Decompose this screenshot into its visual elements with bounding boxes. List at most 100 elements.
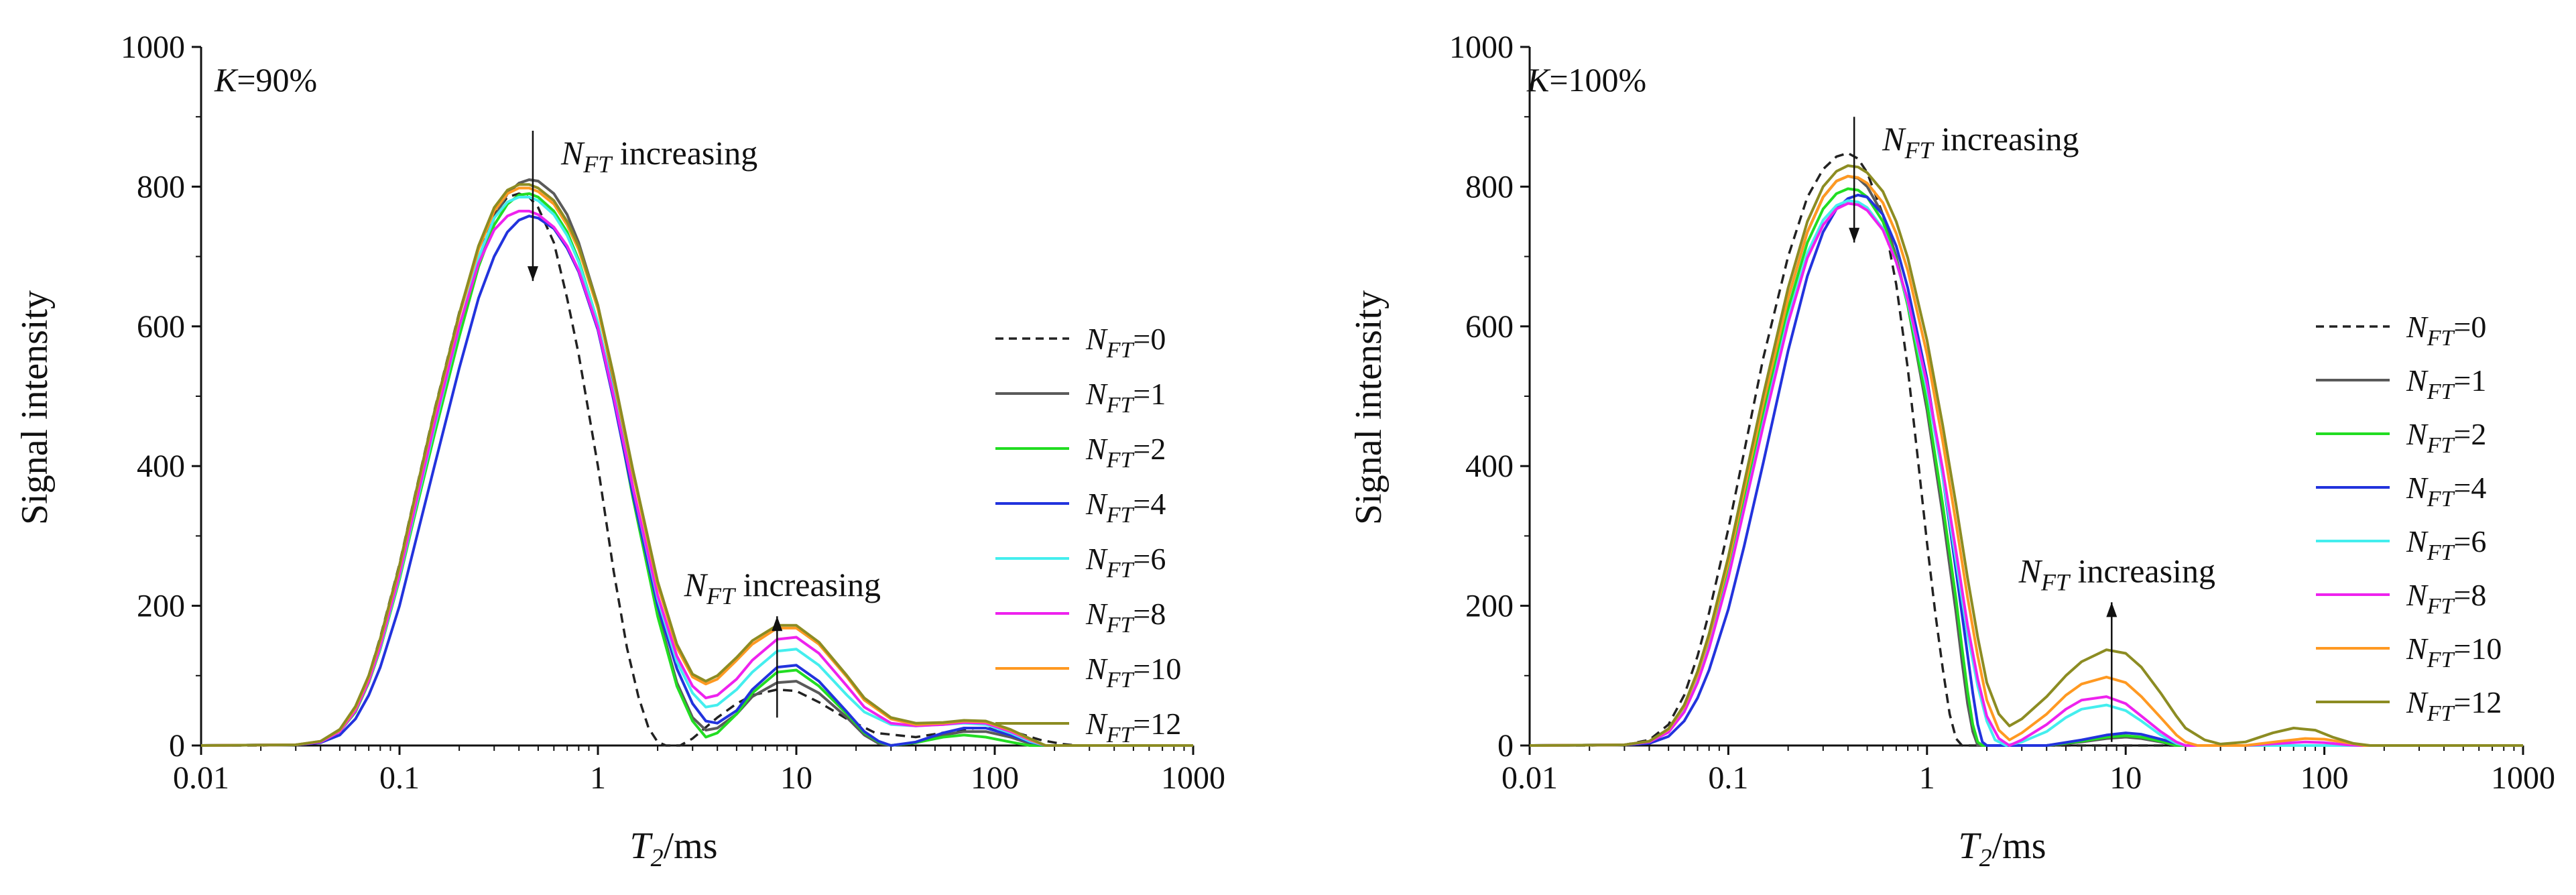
legend-label-italic: N xyxy=(1085,542,1108,576)
legend-label-6: NFT=10 xyxy=(2406,632,2502,672)
legend-label-italic: N xyxy=(2406,310,2429,344)
legend-label-italic: N xyxy=(2406,632,2429,666)
legend-label-italic: N xyxy=(2406,685,2429,719)
legend-label-sub: FT xyxy=(2427,326,2455,351)
series-line-4 xyxy=(1529,199,2523,747)
legend-label-italic: N xyxy=(2406,524,2429,558)
legend-label-sub: FT xyxy=(2427,594,2455,619)
y-tick-label: 800 xyxy=(1465,169,1514,204)
legend-label-rest: =6 xyxy=(2453,524,2486,558)
series-line-3 xyxy=(200,215,1193,747)
legend-label-rest: =0 xyxy=(2453,310,2486,344)
legend-label-italic: N xyxy=(1085,597,1108,631)
legend-label-italic: N xyxy=(2406,363,2429,398)
legend-label-0: NFT=0 xyxy=(1085,322,1166,363)
legend-label-2: NFT=2 xyxy=(1085,432,1166,473)
legend-label-rest: =1 xyxy=(1133,377,1166,411)
x-axis-label-rest: /ms xyxy=(664,825,718,867)
annotation-text-italic: N xyxy=(1882,120,1906,158)
x-axis-label-sub: 2 xyxy=(651,844,664,872)
panel-label: K=90% xyxy=(214,61,317,99)
annotation-text-sub: FT xyxy=(582,151,613,178)
legend-label-3: NFT=4 xyxy=(1085,487,1166,528)
annotation-text: NFT increasing xyxy=(684,566,881,609)
legend-label-italic: N xyxy=(1085,707,1108,741)
panel-label-rest: =90% xyxy=(237,61,317,99)
x-tick-label: 100 xyxy=(971,760,1019,796)
y-tick-label: 800 xyxy=(137,169,185,204)
annotation-text-sub: FT xyxy=(706,583,737,609)
legend-label-rest: =10 xyxy=(1133,652,1181,686)
annotation-arrow-head xyxy=(1849,227,1860,243)
legend-label-sub: FT xyxy=(2427,540,2455,565)
legend-label-rest: =10 xyxy=(2453,632,2502,666)
legend-label-sub: FT xyxy=(1106,503,1135,528)
legend-label-italic: N xyxy=(1085,322,1108,356)
x-tick-label: 10 xyxy=(2109,760,2142,796)
y-tick-label: 200 xyxy=(1465,589,1514,624)
legend-label-sub: FT xyxy=(1106,448,1135,473)
panel-label-rest: =100% xyxy=(1549,61,1646,99)
x-tick-label: 1000 xyxy=(1161,760,1225,796)
y-tick-label: 0 xyxy=(1497,728,1514,764)
x-tick-label: 0.1 xyxy=(379,760,420,796)
legend-label-sub: FT xyxy=(1106,338,1135,363)
legend-label-sub: FT xyxy=(2427,648,2455,672)
y-axis-label: Signal intensity xyxy=(1348,290,1390,525)
legend-label-rest: =6 xyxy=(1133,542,1166,576)
series-line-3 xyxy=(1529,193,2523,747)
annotation-text-sub: FT xyxy=(1904,137,1935,164)
y-tick-label: 1000 xyxy=(121,29,185,65)
series-line-7 xyxy=(1529,164,2523,747)
y-tick-label: 600 xyxy=(1465,309,1514,345)
annotation-text-rest: increasing xyxy=(1933,120,2079,158)
legend-label-7: NFT=12 xyxy=(1085,707,1181,748)
legend-label-rest: =4 xyxy=(1133,487,1166,521)
legend-label-rest: =12 xyxy=(1133,707,1181,741)
legend-label-rest: =1 xyxy=(2453,363,2486,398)
x-axis-label-main: T xyxy=(629,825,653,867)
legend-label-sub: FT xyxy=(1106,668,1135,693)
legend-label-sub: FT xyxy=(2427,379,2455,404)
annotation-text-sub: FT xyxy=(2040,569,2071,595)
legend-label-rest: =2 xyxy=(2453,417,2486,451)
x-axis-label-main: T xyxy=(1958,825,1981,867)
annotation-arrow-head xyxy=(772,616,783,632)
legend-label-5: NFT=8 xyxy=(2406,578,2486,619)
panel-label-italic: K xyxy=(214,61,239,99)
x-tick-label: 1 xyxy=(1919,760,1935,796)
annotation-text-rest: increasing xyxy=(2069,552,2215,589)
annotation-text: NFT increasing xyxy=(2018,552,2215,595)
y-tick-label: 200 xyxy=(137,589,185,624)
legend-label-sub: FT xyxy=(1106,613,1135,638)
series-line-0 xyxy=(1530,152,2523,747)
y-tick-label: 400 xyxy=(137,449,185,484)
legend-label-3: NFT=4 xyxy=(2406,471,2486,512)
panel-k100: Signal intensity T2/ms K=100% 0 200 400 600… xyxy=(1348,29,2555,872)
y-tick-label: 1000 xyxy=(1449,29,1514,65)
legend-label-sub: FT xyxy=(2427,487,2455,512)
annotation-arrow-head xyxy=(2106,602,2118,617)
series-line-5 xyxy=(200,209,1193,747)
legend-label-6: NFT=10 xyxy=(1085,652,1181,693)
x-axis-label: T2/ms xyxy=(629,825,717,872)
legend-label-sub: FT xyxy=(1106,723,1135,748)
legend-label-7: NFT=12 xyxy=(2406,685,2502,726)
series-line-5 xyxy=(1529,202,2523,747)
x-axis-label: T2/ms xyxy=(1958,825,2046,872)
legend-label-1: NFT=1 xyxy=(2406,363,2486,404)
annotation-text-rest: increasing xyxy=(735,566,881,603)
x-tick-label: 0.01 xyxy=(173,760,229,796)
legend-label-rest: =4 xyxy=(2453,471,2486,505)
annotation-arrow-head xyxy=(527,266,538,282)
legend-label-italic: N xyxy=(1085,487,1108,521)
legend-label-rest: =12 xyxy=(2453,685,2502,719)
x-tick-label: 1000 xyxy=(2491,760,2555,796)
series-line-7 xyxy=(200,183,1193,747)
series-line-0 xyxy=(201,192,1193,747)
series-line-1 xyxy=(200,178,1193,747)
legend-label-sub: FT xyxy=(2427,433,2455,458)
series-line-1 xyxy=(1529,174,2523,747)
legend-label-italic: N xyxy=(1085,377,1108,411)
